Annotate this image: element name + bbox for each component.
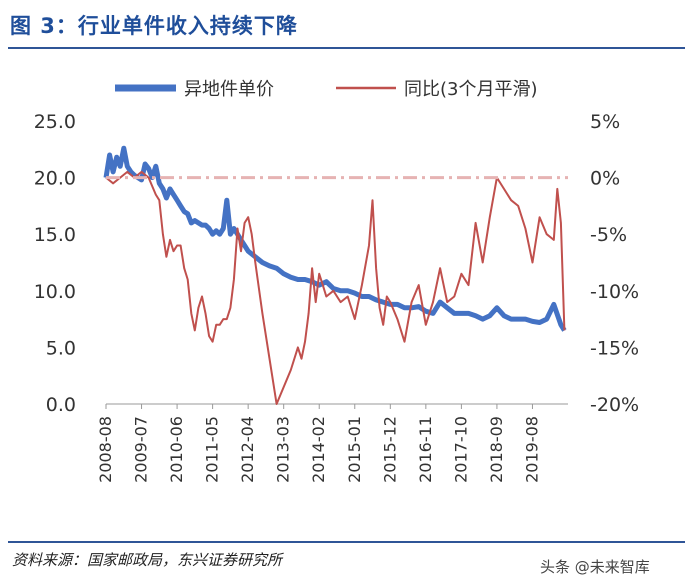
x-tick-label: 2014-02 [309,416,328,483]
y-right-tick-label: -10% [590,281,639,303]
y-right-tick-label: -15% [590,337,639,359]
title-divider [8,47,685,49]
y-left-tick-label: 15.0 [34,224,76,246]
x-tick-label: 2008-08 [96,416,115,483]
chart-series [103,145,568,405]
y-right-tick-label: 5% [590,111,620,133]
y-left-tick-label: 10.0 [34,281,76,303]
y-left-tick-label: 0.0 [46,394,76,416]
watermark: 头条 @未来智库 [540,556,650,577]
x-tick-label: 2010-06 [167,416,186,483]
x-tick-label: 2015-12 [380,416,399,483]
y-left-tick-label: 5.0 [46,337,76,359]
page-title: 图 3：行业单件收入持续下降 [10,14,298,38]
x-tick-label: 2011-05 [203,416,222,483]
chart-axes: 25.0 20.0 15.0 10.0 5.0 0.0 5% 0% -5% -10% -15% -20… [34,111,639,483]
x-tick-label: 2009-07 [132,416,151,483]
y-left-tick-label: 20.0 [34,168,76,190]
series-line-price [103,145,567,332]
legend-label-price: 异地件单价 [184,79,274,100]
y-right-tick-label: -5% [590,224,627,246]
x-tick-label: 2016-11 [416,416,435,483]
x-tick-label: 2013-03 [274,416,293,483]
series-line-yoy [105,170,566,405]
x-tick-label: 2018-09 [487,416,506,483]
y-left-tick-label: 25.0 [34,111,76,133]
chart-legend: 异地件单价 同比(3个月平滑) [115,79,538,100]
x-tick-label: 2015-01 [345,416,364,483]
x-tick-label: 2012-04 [238,416,257,483]
y-right-tick-label: 0% [590,168,620,190]
legend-label-yoy: 同比(3个月平滑) [404,79,538,100]
x-tick-label: 2017-10 [451,416,470,483]
y-right-tick-label: -20% [590,394,639,416]
source-note: 资料来源：国家邮政局，东兴证券研究所 [12,551,283,569]
footer-divider [8,541,685,543]
watermark-text: 头条 @未来智库 [540,558,650,576]
x-tick-label: 2019-08 [522,416,541,483]
